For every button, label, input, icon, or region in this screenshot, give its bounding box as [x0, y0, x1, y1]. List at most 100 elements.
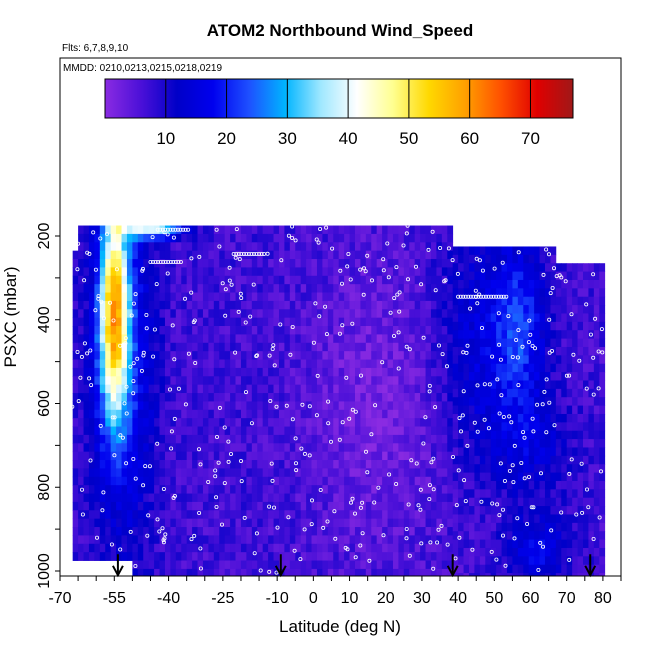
heatmap-cell — [213, 460, 220, 469]
heatmap-cell — [425, 259, 432, 268]
heatmap-cell — [398, 259, 405, 268]
heatmap-cell — [398, 267, 405, 277]
heatmap-cell — [338, 317, 345, 327]
heatmap-cell — [376, 476, 383, 486]
sample-point — [591, 355, 596, 360]
heatmap-cell — [219, 284, 226, 293]
heatmap-cell — [164, 401, 171, 411]
heatmap-cell — [354, 284, 361, 293]
heatmap-cell — [154, 300, 160, 310]
sample-point — [150, 235, 155, 240]
heatmap-cell — [132, 510, 139, 520]
heatmap-cell — [420, 468, 426, 478]
sample-point — [516, 328, 521, 333]
heatmap-cell — [490, 439, 497, 448]
heatmap-cell — [409, 317, 416, 327]
heatmap-cell — [463, 254, 470, 264]
heatmap-cell — [170, 233, 177, 243]
heatmap-cell — [327, 242, 334, 252]
heatmap-cell — [235, 552, 242, 561]
heatmap-cell — [192, 434, 198, 444]
heatmap-cell — [577, 380, 584, 390]
heatmap-cell — [295, 535, 302, 545]
heatmap-cell — [295, 376, 302, 386]
heatmap-cell — [534, 296, 540, 306]
heatmap-cell — [257, 451, 264, 461]
heatmap-cell — [121, 292, 128, 302]
heatmap-cell — [392, 259, 399, 268]
heatmap-cell — [382, 309, 388, 319]
heatmap-cell — [132, 401, 139, 411]
heatmap-cell — [333, 233, 340, 243]
heatmap-cell — [561, 514, 568, 524]
heatmap-cell — [110, 326, 117, 335]
heatmap-cell — [436, 468, 443, 478]
heatmap-cell — [468, 338, 475, 348]
heatmap-cell — [273, 342, 280, 352]
heatmap-cell — [544, 380, 551, 390]
heatmap-cell — [327, 342, 334, 352]
heatmap-cell — [496, 489, 502, 499]
heatmap-cell — [447, 309, 454, 319]
sample-point — [290, 324, 295, 329]
heatmap-cell — [273, 300, 280, 310]
heatmap-cell — [235, 401, 242, 411]
heatmap-cell — [295, 460, 302, 469]
heatmap-cell — [387, 376, 394, 386]
heatmap-cell — [403, 418, 410, 427]
sample-point — [176, 259, 181, 264]
heatmap-cell — [72, 359, 79, 369]
heatmap-cell — [322, 342, 329, 352]
heatmap-cell — [360, 367, 367, 377]
sample-point — [479, 499, 484, 504]
heatmap-cell — [278, 426, 285, 436]
heatmap-cell — [132, 468, 139, 478]
heatmap-cell — [382, 334, 388, 344]
heatmap-cell — [528, 321, 535, 331]
sample-point — [76, 241, 81, 246]
heatmap-cell — [284, 342, 291, 352]
heatmap-cell — [512, 464, 519, 473]
heatmap-cell — [517, 413, 524, 423]
heatmap-cell — [452, 363, 459, 373]
heatmap-cell — [561, 506, 568, 515]
heatmap-cell — [474, 573, 481, 576]
heatmap-cell — [230, 292, 236, 302]
heatmap-cell — [583, 305, 589, 314]
heatmap-cell — [561, 539, 568, 549]
heatmap-cell — [588, 489, 595, 499]
heatmap-cell — [572, 422, 578, 432]
heatmap-cell — [360, 418, 367, 427]
heatmap-cell — [268, 418, 274, 427]
heatmap-cell — [121, 543, 128, 553]
heatmap-cell — [452, 472, 459, 482]
heatmap-cell — [338, 292, 345, 302]
heatmap-cell — [273, 535, 280, 545]
sample-point — [70, 404, 75, 409]
sample-point — [139, 368, 144, 373]
heatmap-cell — [289, 510, 296, 520]
heatmap-cell — [88, 233, 95, 243]
heatmap-cell — [354, 292, 361, 302]
heatmap-cell — [468, 564, 475, 574]
heatmap-cell — [517, 430, 524, 440]
heatmap-cell — [376, 242, 383, 252]
heatmap-cell — [121, 233, 128, 243]
heatmap-cell — [278, 493, 285, 503]
heatmap-cell — [306, 326, 312, 335]
heatmap-cell — [143, 250, 150, 260]
heatmap-cell — [197, 460, 204, 469]
heatmap-cell — [213, 259, 220, 268]
heatmap-cell — [496, 263, 502, 272]
heatmap-cell — [577, 439, 584, 448]
sample-point — [586, 505, 591, 510]
heatmap-cell — [468, 514, 475, 524]
heatmap-cell — [132, 309, 139, 319]
heatmap-cell — [561, 489, 568, 499]
sample-point — [316, 240, 321, 245]
sample-point — [325, 519, 330, 524]
heatmap-cell — [544, 497, 551, 507]
heatmap-cell — [116, 501, 122, 511]
heatmap-cell — [382, 275, 388, 285]
heatmap-cell — [583, 313, 589, 323]
